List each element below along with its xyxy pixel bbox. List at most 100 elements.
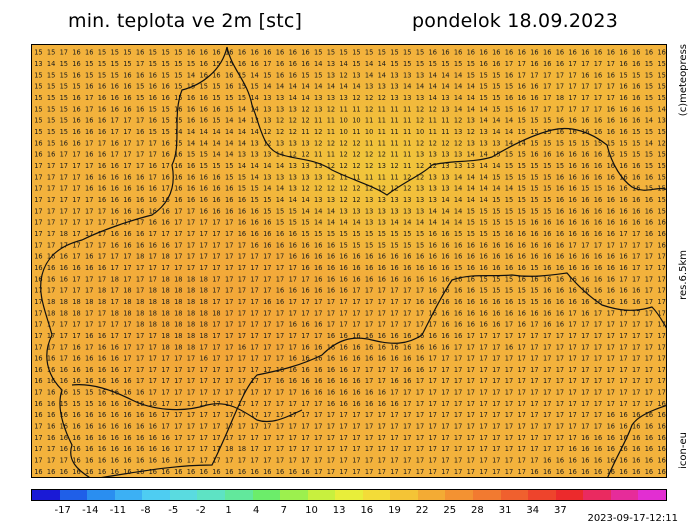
temperature-value: 17 [212, 332, 220, 340]
temperature-value: 14 [416, 83, 424, 91]
temperature-value: 17 [619, 366, 627, 374]
temperature-value: 13 [263, 105, 271, 113]
temperature-value: 17 [289, 343, 297, 351]
temperature-value: 14 [352, 219, 360, 227]
temperature-value: 16 [200, 117, 208, 125]
temperature-value: 18 [161, 298, 169, 306]
temperature-value: 16 [111, 355, 119, 363]
temperature-value: 15 [530, 128, 538, 136]
temperature-value: 15 [161, 49, 169, 57]
temperature-value: 16 [429, 298, 437, 306]
temperature-value: 16 [556, 457, 564, 465]
temperature-value: 13 [352, 207, 360, 215]
temperature-value: 15 [505, 219, 513, 227]
temperature-value: 16 [327, 253, 335, 261]
temperature-value: 17 [492, 332, 500, 340]
temperature-value: 13 [467, 117, 475, 125]
temperature-value: 17 [479, 423, 487, 431]
temperature-value: 16 [581, 253, 589, 261]
temperature-value: 16 [429, 230, 437, 238]
temperature-value: 14 [479, 151, 487, 159]
temperature-value: 17 [111, 253, 119, 261]
temperature-value: 16 [556, 219, 564, 227]
temperature-value: 17 [238, 321, 246, 329]
temperature-value: 16 [225, 196, 233, 204]
temperature-value: 15 [479, 219, 487, 227]
temperature-value: 17 [339, 457, 347, 465]
temperature-value: 14 [187, 139, 195, 147]
temperature-value: 17 [187, 423, 195, 431]
temperature-value: 15 [276, 207, 284, 215]
temperature-value: 16 [187, 117, 195, 125]
temperature-value: 16 [301, 366, 309, 374]
temperature-value: 13 [403, 207, 411, 215]
temperature-value: 13 [441, 151, 449, 159]
temperature-value: 16 [352, 355, 360, 363]
temperature-value: 17 [34, 321, 42, 329]
temperature-value: 17 [72, 275, 80, 283]
temperature-value: 16 [365, 332, 373, 340]
temperature-value: 16 [161, 457, 169, 465]
temperature-value: 17 [594, 321, 602, 329]
temperature-value: 17 [543, 83, 551, 91]
temperature-value: 12 [352, 162, 360, 170]
temperature-value: 15 [479, 207, 487, 215]
temperature-value: 17 [416, 468, 424, 476]
temperature-value: 17 [657, 253, 665, 261]
temperature-value: 12 [289, 128, 297, 136]
temperature-value: 16 [543, 309, 551, 317]
temperature-value: 16 [263, 298, 271, 306]
temperature-value: 16 [289, 230, 297, 238]
temperature-value: 17 [556, 445, 564, 453]
temperature-value: 16 [607, 411, 615, 419]
temperature-value: 15 [645, 105, 653, 113]
temperature-value: 16 [543, 230, 551, 238]
temperature-value: 12 [403, 185, 411, 193]
temperature-value: 16 [85, 377, 93, 385]
temperature-value: 17 [301, 332, 309, 340]
temperature-value: 17 [225, 264, 233, 272]
temperature-value: 16 [607, 445, 615, 453]
temperature-value: 15 [390, 60, 398, 68]
temperature-value: 14 [505, 128, 513, 136]
temperature-value: 18 [47, 298, 55, 306]
temperature-value: 17 [619, 400, 627, 408]
temperature-value: 14 [365, 71, 373, 79]
temperature-value: 17 [594, 94, 602, 102]
temperature-value: 16 [314, 321, 322, 329]
temperature-value: 17 [657, 309, 665, 317]
temperature-value: 16 [301, 355, 309, 363]
temperature-value: 16 [212, 468, 220, 476]
temperature-value: 16 [98, 389, 106, 397]
temperature-value: 16 [276, 71, 284, 79]
temperature-value: 16 [111, 83, 119, 91]
temperature-value: 15 [212, 60, 220, 68]
temperature-value: 17 [263, 445, 271, 453]
temperature-value: 16 [111, 434, 119, 442]
temperature-value: 15 [518, 117, 526, 125]
temperature-value: 15 [47, 71, 55, 79]
temperature-value: 16 [327, 287, 335, 295]
temperature-value: 17 [250, 457, 258, 465]
temperature-value: 15 [543, 162, 551, 170]
temperature-value: 16 [607, 162, 615, 170]
temperature-value: 16 [467, 298, 475, 306]
temperature-value: 17 [429, 366, 437, 374]
temperature-value: 17 [568, 377, 576, 385]
temperature-value: 15 [518, 219, 526, 227]
temperature-value: 17 [479, 377, 487, 385]
temperature-value: 17 [518, 457, 526, 465]
temperature-value: 16 [327, 366, 335, 374]
temperature-value: 13 [263, 117, 271, 125]
temperature-value: 17 [403, 423, 411, 431]
temperature-value: 16 [429, 332, 437, 340]
temperature-value: 18 [161, 321, 169, 329]
temperature-value: 17 [47, 162, 55, 170]
temperature-value: 14 [454, 185, 462, 193]
temperature-value: 17 [289, 434, 297, 442]
temperature-value: 17 [556, 332, 564, 340]
temperature-value: 13 [289, 139, 297, 147]
temperature-value: 16 [289, 287, 297, 295]
temperature-value: 16 [530, 468, 538, 476]
temperature-value: 17 [505, 332, 513, 340]
